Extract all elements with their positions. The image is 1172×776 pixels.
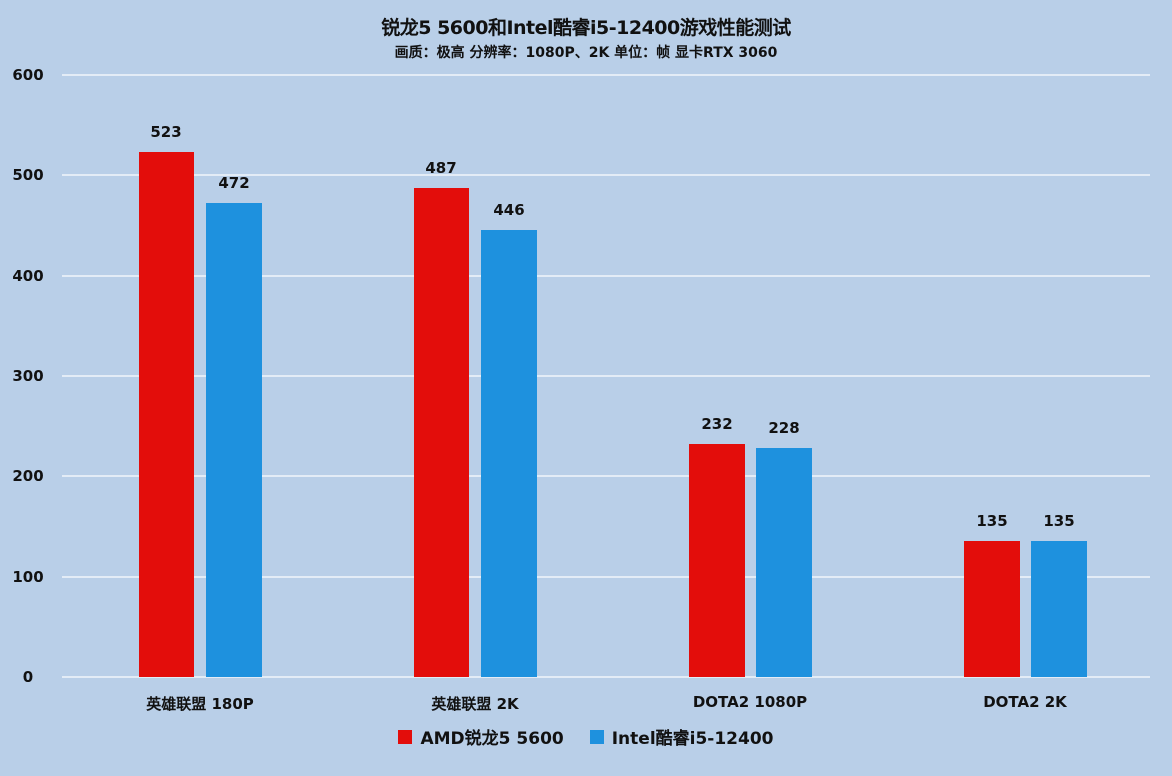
y-tick-label: 600: [12, 66, 44, 84]
legend-swatch-red: [398, 729, 413, 744]
bar-amd-dota2-1080p[interactable]: [689, 444, 745, 677]
gridline-400: [62, 275, 1150, 277]
value-label: 135: [1043, 512, 1075, 530]
bar-intel-lol-2k[interactable]: [481, 230, 537, 677]
gridline-0: [62, 676, 1150, 678]
legend-swatch-blue: [589, 729, 604, 744]
y-tick-label: 400: [12, 267, 44, 285]
bar-intel-dota2-2k[interactable]: [1031, 541, 1087, 677]
y-tick-label: 200: [12, 467, 44, 485]
value-label: 487: [425, 159, 457, 177]
gridline-200: [62, 475, 1150, 477]
value-label: 472: [218, 174, 250, 192]
legend-item-intel[interactable]: Intel酷睿i5-12400: [589, 724, 774, 749]
chart-legend: AMD锐龙5 5600 Intel酷睿i5-12400: [0, 724, 1172, 749]
value-label: 232: [701, 415, 733, 433]
value-label: 228: [768, 419, 800, 437]
chart-subtitle: 画质：极高 分辨率：1080P、2K 单位：帧 显卡RTX 3060: [394, 45, 778, 61]
gridline-300: [62, 375, 1150, 377]
x-category-label: 英雄联盟 2K: [431, 695, 519, 713]
legend-label: Intel酷睿i5-12400: [611, 729, 774, 749]
bar-amd-dota2-2k[interactable]: [964, 541, 1020, 677]
chart-title: 锐龙5 5600和Intel酷睿i5-12400游戏性能测试: [381, 17, 791, 39]
value-label: 135: [976, 512, 1008, 530]
gridline-100: [62, 576, 1150, 578]
value-label: 446: [493, 201, 525, 219]
bar-intel-dota2-1080p[interactable]: [756, 448, 812, 677]
bar-amd-lol-1080p[interactable]: [139, 152, 194, 677]
legend-item-amd[interactable]: AMD锐龙5 5600: [398, 724, 564, 749]
bar-amd-lol-2k[interactable]: [414, 188, 469, 677]
y-tick-label: 0: [22, 668, 34, 686]
legend-label: AMD锐龙5 5600: [420, 729, 564, 749]
value-label: 523: [150, 123, 182, 141]
bar-intel-lol-1080p[interactable]: [206, 203, 262, 677]
x-category-label: 英雄联盟 180P: [146, 695, 254, 713]
gridline-500: [62, 174, 1150, 176]
y-tick-label: 100: [12, 568, 44, 586]
y-tick-label: 500: [12, 166, 44, 184]
gridline-600: [62, 74, 1150, 76]
x-category-label: DOTA2 2K: [983, 693, 1067, 711]
x-category-label: DOTA2 1080P: [692, 693, 808, 711]
y-tick-label: 300: [12, 367, 44, 385]
